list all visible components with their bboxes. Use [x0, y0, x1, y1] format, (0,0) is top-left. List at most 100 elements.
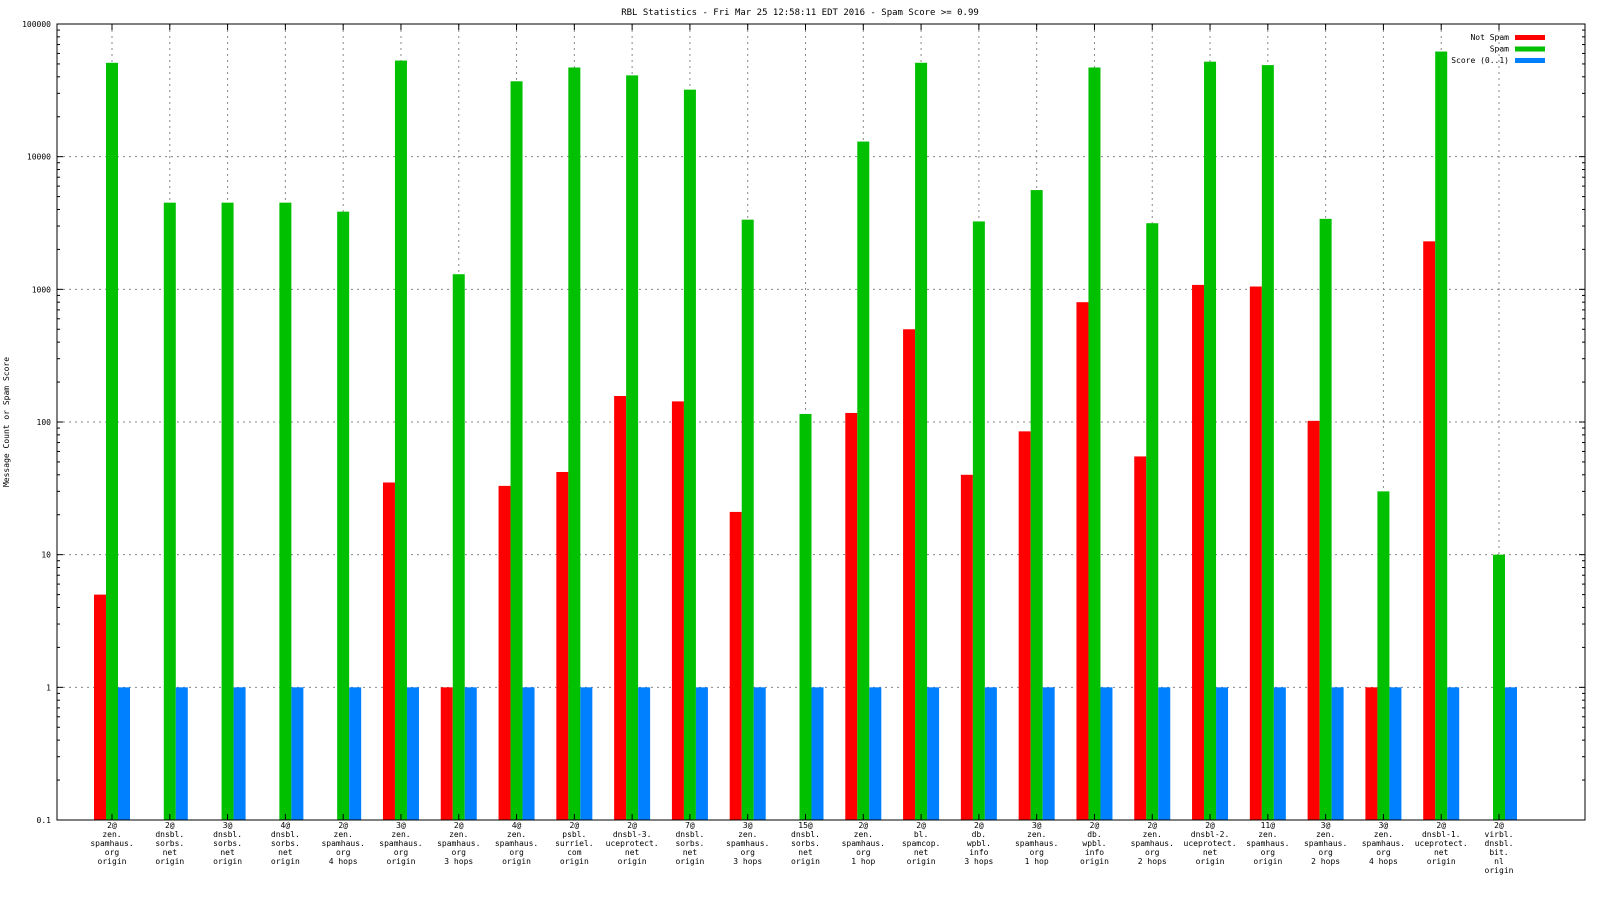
bar-spam [1146, 223, 1159, 821]
bar-score-0-1 [638, 687, 651, 820]
bar-score-0-1 [695, 687, 708, 820]
bar-score-0-1 [1100, 687, 1113, 820]
bar-spam [337, 211, 350, 820]
x-category-label: 3@ zen. spamhaus. org 2 hops [1304, 821, 1347, 866]
x-category-label: 2@ db. wpbl. info 3 hops [964, 821, 993, 866]
bar-not-spam [1134, 456, 1147, 820]
y-tick-label: 10000 [27, 153, 51, 162]
bar-score-0-1 [406, 687, 419, 820]
y-tick-label: 0.1 [37, 816, 52, 825]
x-category-label: 4@ dnsbl. sorbs. net origin [271, 821, 300, 866]
bar-spam [799, 413, 812, 820]
x-category-label: 2@ dnsbl-2. uceprotect. net origin [1184, 821, 1237, 866]
bar-spam [106, 62, 118, 820]
y-tick-label: 10 [41, 551, 51, 560]
y-tick-label: 100 [37, 418, 52, 427]
bar-spam [568, 67, 581, 820]
chart-title: RBL Statistics - Fri Mar 25 12:58:11 EDT… [621, 8, 979, 18]
bar-spam [279, 202, 292, 820]
bar-spam [1261, 65, 1274, 821]
legend-swatch [1515, 58, 1545, 63]
x-category-label: 3@ zen. spamhaus. org origin [379, 821, 422, 866]
bar-not-spam [440, 687, 453, 820]
legend-label: Not Spam [1470, 33, 1509, 42]
x-category-label: 2@ zen. spamhaus. org 1 hop [842, 821, 885, 866]
bars-layer [94, 51, 1517, 821]
bar-spam [1319, 218, 1332, 820]
x-category-label: 2@ zen. spamhaus. org 2 hops [1131, 821, 1174, 866]
bar-score-0-1 [522, 687, 535, 820]
y-tick-label: 100000 [22, 20, 51, 29]
bar-spam [1088, 67, 1101, 820]
bar-spam [683, 89, 696, 821]
x-category-labels: 2@ zen. spamhaus. org origin 2@ dnsbl. sorbs. ne… [90, 821, 1513, 875]
bar-spam [626, 75, 639, 821]
bar-score-0-1 [1331, 687, 1344, 820]
bar-not-spam [1192, 284, 1205, 820]
legend-swatch [1515, 35, 1545, 40]
bar-score-0-1 [984, 687, 997, 820]
x-category-label: 3@ zen. spamhaus. org 4 hops [1362, 821, 1405, 866]
y-ticks: 0.1 1 10 100 1000 10000 100000 [22, 20, 1585, 825]
bar-score-0-1 [869, 687, 882, 820]
plot-frame [56, 23, 1586, 821]
x-category-label: 4@ zen. spamhaus. org origin [495, 821, 538, 866]
bar-spam [221, 202, 234, 820]
bar-score-0-1 [1389, 687, 1402, 820]
x-category-label: 7@ dnsbl. sorbs. net origin [675, 821, 704, 866]
x-category-label: 2@ virbl. dnsbl. bit. nl origin [1485, 821, 1514, 875]
bar-score-0-1 [464, 687, 477, 820]
x-category-label: 2@ psbl. surriel. com origin [555, 821, 594, 866]
legend-label: Spam [1490, 45, 1509, 54]
bar-score-0-1 [118, 687, 130, 820]
x-category-label: 2@ zen. spamhaus. org origin [90, 821, 133, 866]
x-category-label: 11@ zen. spamhaus. org origin [1246, 821, 1289, 866]
bar-score-0-1 [1158, 687, 1171, 820]
x-category-label: 2@ dnsbl-1. uceprotect. net origin [1415, 821, 1468, 866]
x-category-label: 3@ zen. spamhaus. org 3 hops [726, 821, 769, 866]
legend: Not Spam Spam Score (0..1) [1451, 33, 1545, 65]
bar-score-0-1 [811, 687, 824, 820]
bar-not-spam [614, 396, 627, 820]
bar-not-spam [1076, 302, 1089, 820]
bar-not-spam [960, 474, 973, 820]
bar-score-0-1 [927, 687, 940, 820]
bar-spam [1377, 491, 1390, 820]
bar-not-spam [845, 412, 858, 820]
x-category-label: 2@ db. wpbl. info origin [1080, 821, 1109, 866]
x-category-label: 2@ bl. spamcop. net origin [902, 821, 941, 866]
bar-score-0-1 [349, 687, 362, 820]
bar-spam [741, 219, 754, 821]
bar-spam [510, 81, 523, 821]
bar-score-0-1 [753, 687, 766, 820]
bar-spam [857, 141, 870, 821]
y-tick-label: 1000 [32, 285, 51, 294]
bar-not-spam [1423, 241, 1436, 820]
bar-score-0-1 [580, 687, 593, 820]
bar-not-spam [671, 401, 684, 820]
x-category-label: 2@ zen. spamhaus. org 4 hops [321, 821, 364, 866]
bar-not-spam [382, 482, 395, 820]
legend-label: Score (0..1) [1451, 56, 1509, 65]
x-category-label: 15@ dnsbl. sorbs. net origin [791, 821, 820, 866]
bar-score-0-1 [233, 687, 246, 820]
bar-spam [394, 60, 407, 820]
bar-not-spam [729, 511, 742, 820]
bar-not-spam [1307, 420, 1320, 820]
x-category-label: 2@ dnsbl-3. uceprotect. net origin [606, 821, 659, 866]
legend-swatch [1515, 46, 1545, 52]
x-category-label: 3@ dnsbl. sorbs. net origin [213, 821, 242, 866]
x-category-label: 2@ zen. spamhaus. org 3 hops [437, 821, 480, 866]
bar-score-0-1 [1042, 687, 1055, 820]
y-axis-label: Message Count or Spam Score [2, 357, 11, 487]
bar-not-spam [556, 471, 569, 820]
bar-spam [915, 62, 928, 820]
bar-not-spam [1018, 431, 1031, 820]
bar-spam [163, 202, 176, 820]
bar-not-spam [1249, 286, 1262, 820]
bar-not-spam [903, 329, 916, 820]
bar-score-0-1 [175, 687, 188, 820]
bar-score-0-1 [1447, 687, 1460, 820]
bar-spam [1030, 190, 1043, 820]
